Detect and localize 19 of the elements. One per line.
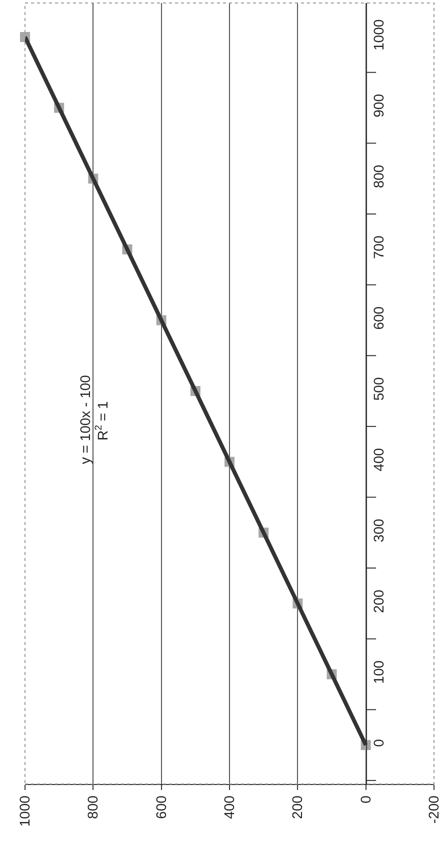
x-tick-label: 0 (357, 795, 374, 804)
y-tick-label: 800 (370, 164, 387, 188)
y-tick-label: 300 (370, 518, 387, 542)
x-tick-label: 800 (84, 795, 101, 819)
y-tick-label: 400 (370, 448, 387, 472)
y-tick-label: 100 (370, 660, 387, 684)
y-tick-label: 0 (370, 738, 387, 747)
x-tick-label: 400 (221, 795, 238, 819)
y-tick-label: 900 (370, 94, 387, 118)
y-tick-label: 500 (370, 377, 387, 401)
x-tick-label: 1000 (16, 795, 33, 827)
x-tick-label: 600 (152, 795, 169, 819)
y-tick-label: 600 (370, 306, 387, 330)
annotation: y = 100x - 100 (77, 374, 94, 464)
y-tick-label: 700 (370, 235, 387, 259)
x-tick-label: -200 (426, 795, 442, 824)
y-tick-label: 200 (370, 589, 387, 614)
y-tick-label: 1000 (370, 19, 387, 50)
x-tick-label: 200 (289, 795, 306, 819)
